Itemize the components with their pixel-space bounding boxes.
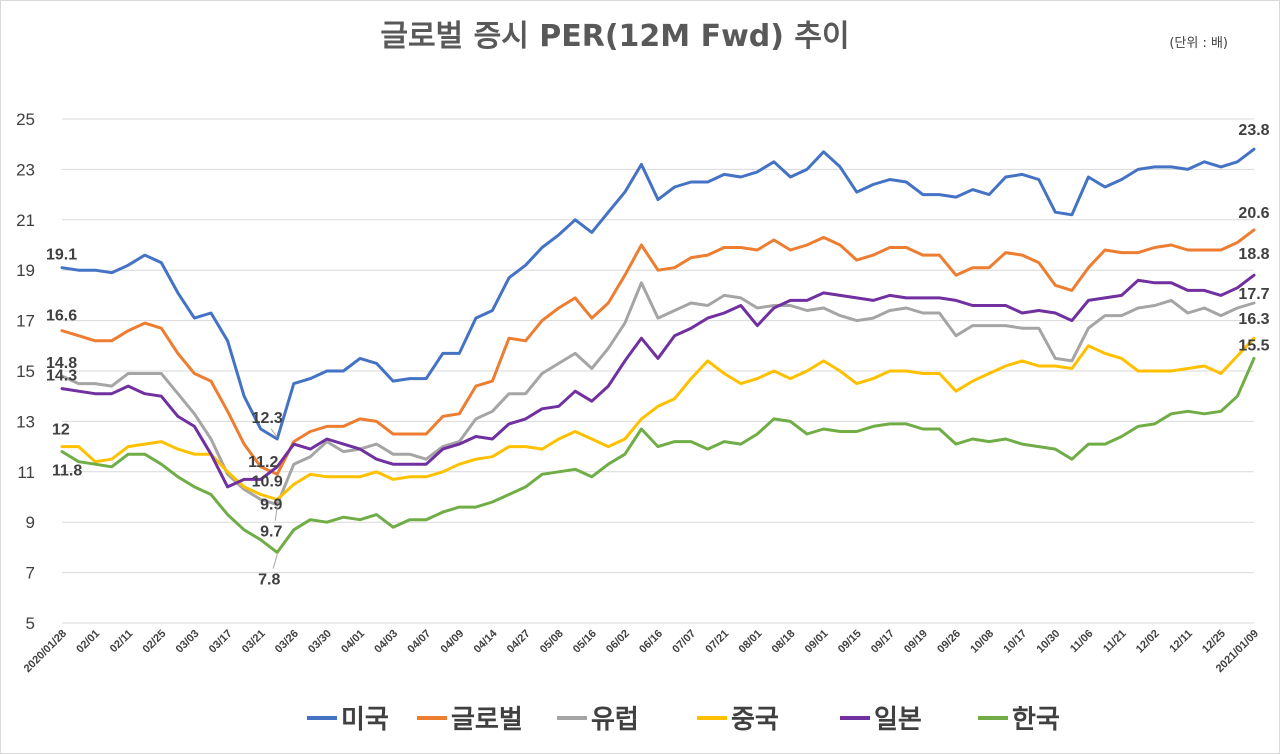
series-line-0 bbox=[60, 147, 1256, 441]
y-tick-label: 9 bbox=[26, 513, 35, 532]
data-label: 19.1 bbox=[46, 247, 77, 264]
y-tick-label: 23 bbox=[16, 160, 35, 179]
gridlines bbox=[62, 118, 1254, 624]
data-label: 17.7 bbox=[1238, 286, 1269, 303]
x-axis: 2020/01/28 02/01 02/11 02/25 03/03 03/17 03/21… bbox=[22, 627, 1261, 675]
x-tick-label: 11/21 bbox=[1101, 628, 1129, 656]
data-label: 12.3 bbox=[252, 410, 283, 427]
data-label: 14.3 bbox=[46, 368, 77, 385]
legend-label: 글로벌 bbox=[451, 705, 523, 735]
x-tick-label: 08/18 bbox=[770, 628, 798, 656]
legend-label: 한국 bbox=[1012, 705, 1060, 735]
x-tick-label: 04/07 bbox=[405, 628, 433, 656]
x-tick-label: 04/09 bbox=[439, 628, 467, 656]
y-tick-label: 5 bbox=[26, 614, 35, 633]
x-tick-label: 03/30 bbox=[306, 628, 334, 656]
data-label: 14.8 bbox=[46, 355, 77, 372]
data-label: 18.8 bbox=[1238, 246, 1269, 263]
series-lines bbox=[60, 147, 1256, 554]
y-tick-label: 11 bbox=[17, 463, 35, 482]
data-label: 9.9 bbox=[260, 497, 282, 514]
x-tick-label: 09/01 bbox=[803, 628, 831, 656]
x-tick-label: 05/16 bbox=[571, 628, 599, 656]
data-label: 15.5 bbox=[1238, 337, 1269, 354]
data-label: 7.8 bbox=[258, 571, 280, 588]
x-tick-label: 04/27 bbox=[505, 628, 533, 656]
data-label: 9.7 bbox=[260, 524, 282, 541]
y-tick-label: 25 bbox=[16, 110, 35, 129]
x-tick-label: 03/26 bbox=[273, 628, 301, 656]
data-label: 16.6 bbox=[46, 308, 77, 325]
y-tick-label: 15 bbox=[16, 362, 35, 381]
x-tick-label: 05/08 bbox=[538, 628, 566, 656]
x-tick-label: 04/14 bbox=[472, 627, 501, 656]
label-leader-line bbox=[270, 428, 278, 438]
series-line-5 bbox=[60, 356, 1256, 554]
y-tick-label: 19 bbox=[16, 261, 35, 280]
x-tick-label: 12/02 bbox=[1134, 628, 1162, 656]
x-tick-label: 09/26 bbox=[935, 628, 963, 656]
legend: 미국 글로벌 유럽 중국 일본 한국 bbox=[307, 705, 1060, 735]
x-tick-label: 2020/01/28 bbox=[22, 628, 69, 675]
x-tick-label: 09/17 bbox=[869, 628, 897, 656]
data-label: 11.8 bbox=[52, 463, 82, 480]
x-tick-label: 02/11 bbox=[108, 628, 136, 656]
label-leader-line bbox=[272, 554, 278, 569]
legend-label: 일본 bbox=[874, 705, 922, 735]
x-tick-label: 10/17 bbox=[1001, 628, 1029, 656]
data-label: 23.8 bbox=[1238, 122, 1269, 139]
series-line-3 bbox=[60, 336, 1256, 501]
x-tick-label: 08/01 bbox=[737, 628, 765, 656]
x-tick-label: 12/11 bbox=[1167, 628, 1195, 656]
unit-note: (단위 : 배) bbox=[1169, 36, 1228, 51]
label-leader-line bbox=[274, 506, 278, 521]
x-tick-label: 06/02 bbox=[604, 628, 632, 656]
data-label: 20.6 bbox=[1238, 205, 1269, 222]
y-tick-label: 21 bbox=[16, 211, 35, 230]
legend-label: 미국 bbox=[341, 705, 389, 735]
y-tick-label: 7 bbox=[26, 564, 35, 583]
series-line-1 bbox=[60, 228, 1256, 476]
data-label: 11.2 bbox=[248, 454, 278, 471]
y-tick-label: 13 bbox=[16, 412, 35, 431]
y-axis: 5 7 9 11 13 15 17 19 21 23 25 bbox=[16, 110, 35, 633]
data-labels: 19.1 16.6 14.814.3 12 11.8 12.3 10.9 11.2 9.9 9.7… bbox=[46, 122, 1270, 588]
x-tick-label: 12/25 bbox=[1200, 628, 1228, 656]
x-tick-label: 03/21 bbox=[240, 628, 268, 656]
legend-label: 중국 bbox=[731, 705, 779, 735]
x-tick-label: 03/17 bbox=[207, 628, 235, 656]
x-tick-label: 11/06 bbox=[1068, 628, 1096, 656]
series-line-4 bbox=[60, 273, 1256, 489]
x-tick-label: 04/03 bbox=[372, 628, 400, 656]
x-tick-label: 09/15 bbox=[836, 628, 864, 656]
x-tick-label: 04/01 bbox=[339, 628, 367, 656]
x-tick-label: 10/30 bbox=[1035, 628, 1063, 656]
data-label: 12 bbox=[52, 422, 70, 439]
x-tick-label: 10/08 bbox=[968, 628, 996, 656]
chart-title: 글로벌 증시 PER(12M Fwd) 추이 bbox=[380, 19, 849, 54]
x-tick-label: 06/16 bbox=[637, 628, 665, 656]
legend-label: 유럽 bbox=[591, 705, 639, 735]
x-tick-label: 07/07 bbox=[670, 628, 698, 656]
x-tick-label: 02/25 bbox=[141, 628, 169, 656]
y-tick-label: 17 bbox=[16, 312, 35, 331]
x-tick-label: 02/01 bbox=[74, 628, 102, 656]
data-label: 10.9 bbox=[252, 473, 283, 490]
x-tick-label: 07/21 bbox=[703, 628, 731, 656]
data-label: 16.3 bbox=[1238, 311, 1269, 328]
x-tick-label: 09/19 bbox=[902, 628, 930, 656]
series-line-2 bbox=[60, 281, 1256, 507]
x-tick-label: 03/03 bbox=[174, 628, 202, 656]
